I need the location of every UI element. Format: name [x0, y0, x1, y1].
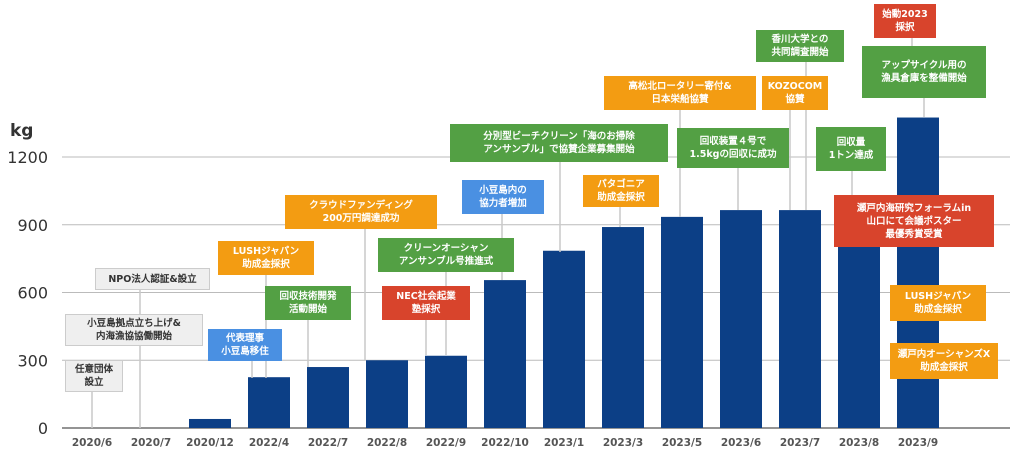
x-tick-label: 2022/10: [481, 437, 529, 449]
annotation-box: 香川大学との 共同調査開始: [756, 30, 844, 62]
annotation-box: 任意団体 設立: [65, 360, 123, 392]
annotation-box: アップサイクル用の 漁具倉庫を整備開始: [862, 46, 986, 98]
x-tick-label: 2023/3: [603, 437, 643, 449]
annotation-box: 小豆島内の 協力者増加: [462, 180, 544, 214]
x-tick-label: 2020/7: [131, 437, 171, 449]
y-tick-label: 1200: [7, 148, 48, 167]
annotation-box: 回収量 1トン達成: [816, 127, 886, 171]
y-tick-label: 600: [17, 284, 48, 303]
annotation-box: 分別型ビーチクリーン「海のお掃除 アンサンブル」で協賛企業募集開始: [450, 124, 668, 162]
annotation-box: 小豆島拠点立ち上げ& 内海漁協協働開始: [65, 314, 203, 346]
x-tick-label: 2023/1: [544, 437, 584, 449]
bar: [602, 227, 644, 428]
annotation-box: 回収技術開発 活動開始: [265, 286, 351, 320]
x-tick-label: 2020/6: [72, 437, 112, 449]
y-tick-label: 0: [38, 419, 48, 438]
annotation-box: NEC社会起業 塾採択: [382, 286, 470, 320]
annotation-box: パタゴニア 助成金採択: [583, 175, 659, 207]
x-tick-label: 2023/8: [839, 437, 879, 449]
annotation-box: 瀬戸内オーシャンズX 助成金採択: [890, 343, 998, 379]
annotation-box: クリーンオーシャン アンサンブル号推進式: [378, 238, 514, 272]
x-tick-label: 2022/8: [367, 437, 407, 449]
annotation-box: 代表理事 小豆島移住: [208, 329, 282, 361]
annotation-box: 始動2023 採択: [874, 4, 936, 38]
x-tick-label: 2020/12: [186, 437, 234, 449]
x-tick-label: 2023/9: [898, 437, 938, 449]
bar: [189, 418, 231, 428]
x-tick-label: 2023/6: [721, 437, 761, 449]
x-tick-label: 2023/5: [662, 437, 702, 449]
y-tick-label: 900: [17, 216, 48, 235]
annotation-box: LUSHジャパン 助成金採択: [218, 241, 314, 275]
x-tick-label: 2023/7: [780, 437, 820, 449]
bar: [720, 210, 762, 428]
annotation-box: KOZOCOM 協賛: [762, 76, 828, 110]
annotation-box: 回収装置４号で 1.5kgの回収に成功: [677, 128, 789, 168]
annotation-box: 高松北ロータリー寄付& 日本栄船協賛: [604, 76, 756, 110]
annotation-box: LUSHジャパン 助成金採択: [890, 285, 986, 321]
y-axis-label: kg: [10, 121, 34, 141]
bar: [543, 250, 585, 428]
bar: [661, 216, 703, 428]
bar: [425, 355, 467, 428]
x-tick-label: 2022/7: [308, 437, 348, 449]
annotation-box: 瀬戸内海研究フォーラムin 山口にて会議ポスター 最優秀賞受賞: [834, 195, 994, 247]
bar: [484, 280, 526, 428]
bar: [248, 377, 290, 428]
x-tick-label: 2022/9: [426, 437, 466, 449]
bar: [897, 117, 939, 429]
annotation-box: NPO法人認証&設立: [95, 268, 210, 290]
y-tick-label: 300: [17, 351, 48, 370]
annotation-box: クラウドファンディング 200万円調達成功: [285, 195, 437, 229]
x-tick-label: 2022/4: [249, 437, 289, 449]
bar: [366, 360, 408, 428]
bar: [307, 367, 349, 428]
bar: [779, 210, 821, 428]
